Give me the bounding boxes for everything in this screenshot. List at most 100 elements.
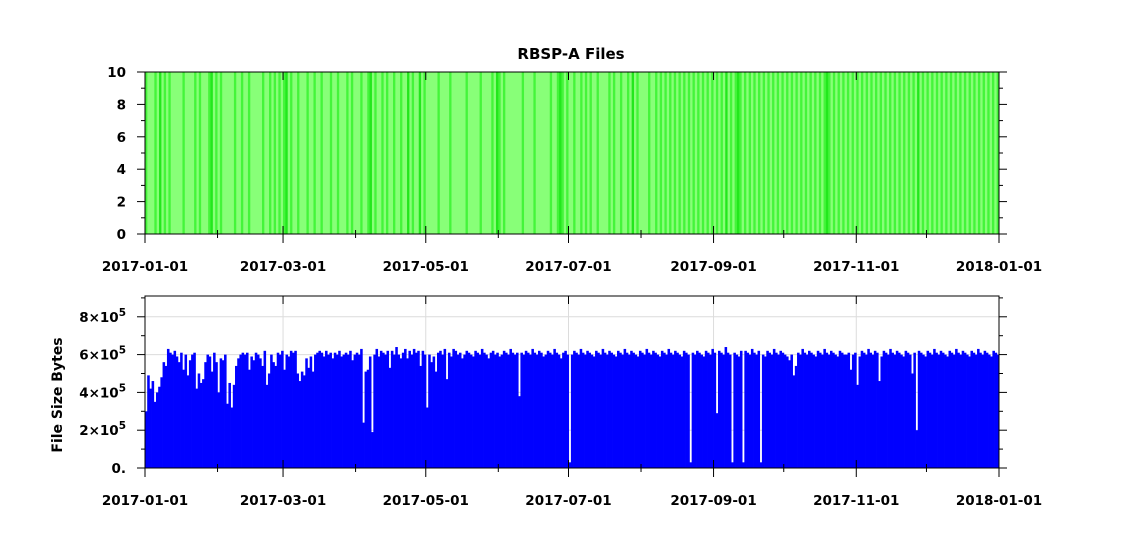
y-axis-label: File Size Bytes — [50, 337, 66, 452]
file-size-bar — [232, 384, 236, 468]
file-size-bar — [707, 352, 710, 468]
day-stripe — [346, 72, 349, 234]
file-size-bar — [399, 358, 403, 468]
day-stripe — [729, 72, 733, 234]
file-size-bar — [511, 352, 515, 468]
day-stripe — [715, 72, 719, 234]
day-stripe — [907, 72, 911, 234]
file-size-bar — [373, 354, 376, 468]
day-stripe — [634, 72, 637, 234]
file-size-bar — [476, 352, 480, 468]
day-stripe — [563, 72, 567, 234]
file-size-bar — [917, 350, 921, 468]
file-size-bar — [164, 365, 168, 468]
file-size-bar — [955, 348, 958, 468]
file-size-bar — [316, 352, 319, 468]
file-size-bar — [590, 354, 594, 468]
file-size-bar — [557, 354, 561, 468]
file-size-bar — [617, 350, 620, 468]
file-size-bar — [274, 365, 278, 468]
file-size-bar — [202, 379, 205, 468]
day-stripe — [217, 72, 221, 234]
day-stripe — [991, 72, 995, 234]
file-size-bar — [913, 352, 916, 468]
file-size-bar — [977, 348, 980, 468]
file-size-bar — [487, 358, 491, 468]
day-stripe — [664, 72, 668, 234]
day-stripe — [996, 72, 1000, 234]
day-stripe — [809, 72, 813, 234]
day-stripe — [896, 72, 899, 234]
file-size-bar — [792, 375, 796, 468]
file-size-bar — [410, 354, 414, 468]
day-stripe — [528, 72, 532, 234]
y-tick-label: 10 — [107, 65, 126, 81]
file-size-bar — [245, 352, 249, 468]
file-size-bar — [491, 350, 495, 468]
day-stripe — [685, 72, 689, 234]
file-size-bar — [750, 348, 754, 468]
day-stripe — [772, 72, 775, 234]
day-stripe — [250, 72, 254, 234]
day-stripe — [788, 72, 792, 234]
day-stripe — [575, 72, 579, 234]
day-stripe — [598, 72, 602, 234]
day-stripe — [481, 72, 485, 234]
day-stripe — [170, 72, 174, 234]
day-stripe — [659, 72, 663, 234]
file-size-bar — [656, 354, 660, 468]
file-size-bar — [693, 354, 697, 468]
x-tick-label: 2018-01-01 — [956, 493, 1042, 509]
day-stripe — [236, 72, 239, 234]
day-stripe — [271, 72, 275, 234]
day-stripe — [648, 72, 651, 234]
day-stripe — [970, 72, 974, 234]
file-size-bar — [825, 352, 829, 468]
day-stripe — [652, 72, 656, 234]
file-size-bar — [357, 354, 361, 468]
file-size-bar — [465, 350, 469, 468]
day-stripe — [231, 72, 235, 234]
day-stripe — [610, 72, 614, 234]
day-stripe — [619, 72, 623, 234]
day-stripe — [638, 72, 642, 234]
file-size-bar — [845, 354, 848, 468]
day-stripe — [203, 72, 207, 234]
file-size-bar — [867, 348, 870, 468]
day-stripe — [378, 72, 382, 234]
file-size-bar — [665, 354, 668, 468]
x-tick-label: 2017-11-01 — [813, 259, 899, 275]
day-stripe — [517, 72, 520, 234]
day-stripe — [311, 72, 314, 234]
file-size-bar — [379, 350, 383, 468]
day-stripe — [290, 72, 293, 234]
file-size-bar — [682, 350, 686, 468]
file-size-bar — [663, 352, 666, 468]
day-stripe — [465, 72, 469, 234]
file-size-bar — [151, 381, 155, 468]
file-size-bar — [395, 347, 398, 468]
y-tick-label: 2 — [117, 195, 126, 211]
day-stripe — [577, 72, 581, 234]
day-stripe — [860, 72, 864, 234]
y-tick-label: 6 — [117, 130, 126, 146]
day-stripe — [800, 72, 803, 234]
file-size-bar — [303, 375, 306, 468]
file-size-bar — [823, 348, 826, 468]
day-stripe — [226, 72, 230, 234]
day-stripe — [280, 72, 284, 234]
file-size-bar — [687, 354, 690, 468]
day-stripe — [362, 72, 366, 234]
day-stripe — [912, 72, 916, 234]
file-size-bar — [338, 350, 341, 468]
file-size-bar — [643, 354, 646, 468]
day-stripe — [488, 72, 492, 234]
file-size-bar — [336, 354, 339, 468]
day-stripe — [765, 72, 768, 234]
file-size-bar — [860, 350, 864, 468]
file-size-bar — [748, 354, 752, 468]
day-stripe — [205, 72, 209, 234]
file-size-bar — [979, 352, 982, 468]
file-size-bar — [458, 352, 462, 468]
file-size-bar — [711, 348, 714, 468]
